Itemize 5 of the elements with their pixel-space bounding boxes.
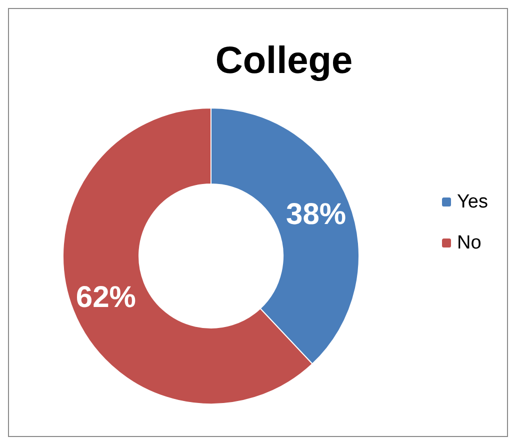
data-label: 38% [286, 198, 346, 231]
data-label: 62% [76, 281, 136, 314]
chart-title: College [215, 40, 353, 82]
legend-label: No [457, 232, 482, 254]
legend-label: Yes [457, 192, 488, 212]
